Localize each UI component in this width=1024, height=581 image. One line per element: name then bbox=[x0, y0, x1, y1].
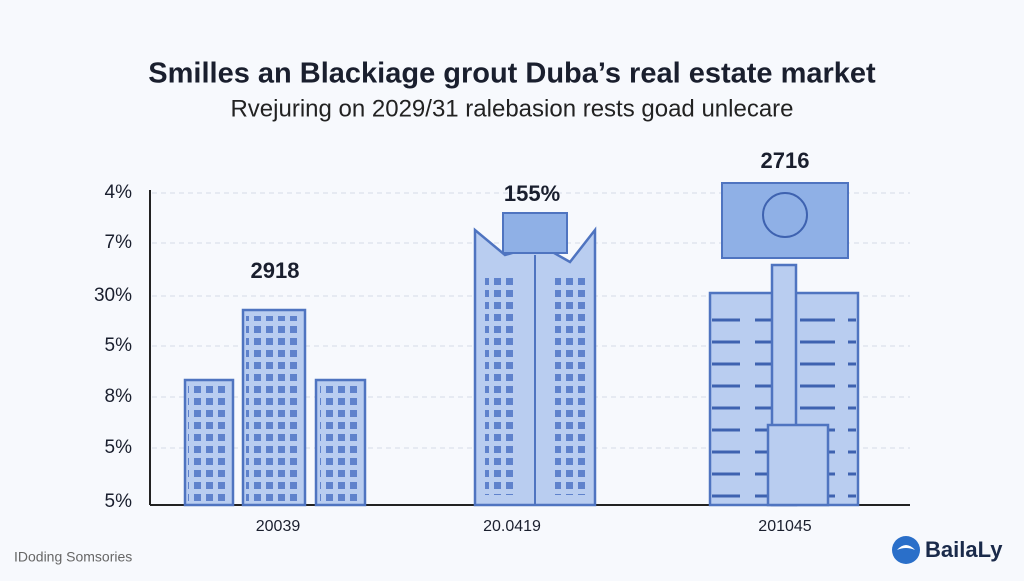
group-label: 20.0419 bbox=[483, 518, 541, 535]
brand-logo bbox=[892, 536, 920, 564]
windows bbox=[555, 275, 585, 495]
brand: BailaLy bbox=[925, 537, 1003, 562]
y-axis-label: 5% bbox=[105, 491, 133, 512]
buildings bbox=[183, 182, 860, 507]
subtitle: Rvejuring on 2029/31 ralebasion rests go… bbox=[230, 95, 793, 122]
value-label: 2716 bbox=[761, 148, 810, 173]
sign bbox=[502, 212, 568, 254]
y-axis-label: 4% bbox=[105, 182, 133, 203]
y-axis-label: 30% bbox=[94, 285, 132, 306]
windows bbox=[485, 275, 515, 495]
y-axis-label: 5% bbox=[105, 437, 133, 458]
value-label: 2918 bbox=[251, 258, 300, 283]
group-label: 201045 bbox=[758, 518, 811, 535]
source: IDoding Somsories bbox=[14, 549, 132, 565]
title: Smilles an Blackiage grout Duba’s real e… bbox=[148, 58, 876, 90]
y-axis-label: 7% bbox=[105, 232, 133, 253]
footer: IDoding Somsories BailaLy bbox=[14, 536, 1003, 565]
windows bbox=[246, 316, 302, 501]
brand-logo-mark bbox=[897, 545, 915, 550]
y-axis-label: 5% bbox=[105, 335, 133, 356]
windows bbox=[188, 386, 230, 501]
door bbox=[766, 423, 830, 507]
sign-emblem bbox=[762, 192, 808, 238]
group-label: 20039 bbox=[256, 518, 301, 535]
windows bbox=[320, 386, 362, 501]
sign bbox=[721, 182, 849, 259]
y-axis-label: 8% bbox=[105, 386, 133, 407]
value-label: 155% bbox=[504, 181, 560, 206]
